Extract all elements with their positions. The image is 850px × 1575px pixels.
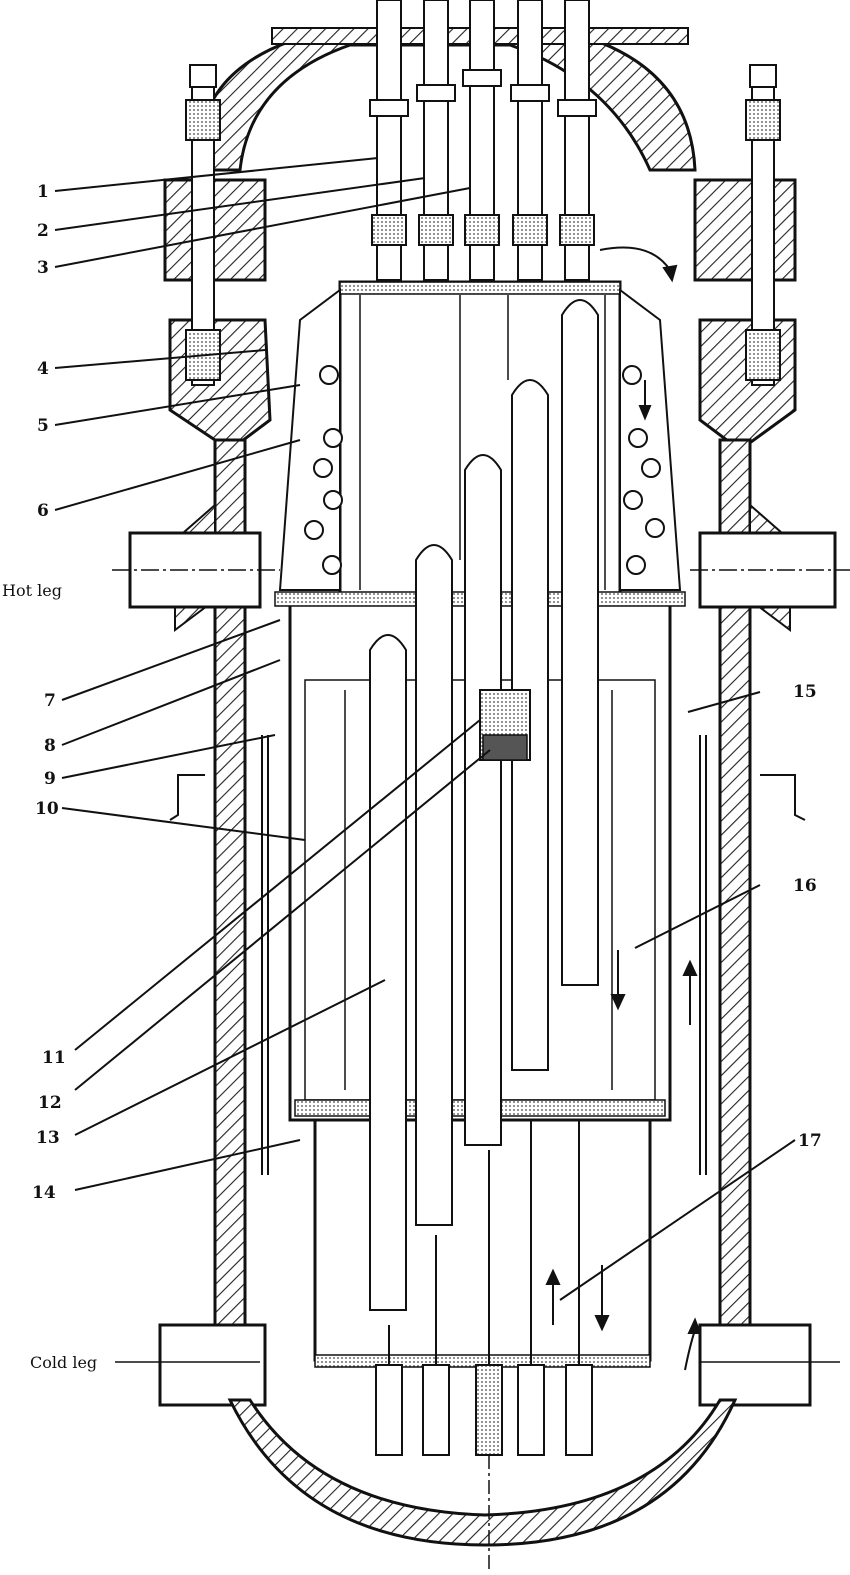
right-stud [745,64,781,386]
callout-4: 4 [37,359,49,379]
callout-5: 5 [37,416,49,436]
callout-labels: 1 2 3 4 5 6 7 8 9 10 11 12 13 14 15 16 1… [32,182,822,1203]
callout-6: 6 [37,501,49,521]
callout-8: 8 [44,736,56,756]
left-stud [185,64,221,386]
right-plenum-wall [619,288,682,591]
cold-leg-label: Cold leg [30,1353,97,1372]
callout-14: 14 [32,1183,56,1203]
fuel-assemblies [369,299,599,1311]
callout-13: 13 [36,1128,60,1148]
section-mark-left [169,774,205,821]
right-cold-leg-nozzle [698,1323,812,1407]
callout-11: 11 [42,1048,66,1068]
plenum-rods [344,295,613,1090]
callout-17: 17 [798,1131,822,1151]
callout-7: 7 [44,691,56,711]
bottom-drive-tubes [375,1120,593,1456]
left-cold-leg-nozzle [158,1323,267,1407]
callout-10: 10 [35,799,59,819]
callout-12: 12 [38,1093,62,1113]
flow-holes [304,365,665,575]
callout-1: 1 [37,182,49,202]
drive-tubes [369,0,597,281]
callout-9: 9 [44,769,56,789]
callout-2: 2 [37,221,49,241]
hot-leg-label: Hot leg [2,581,62,600]
section-mark-right [760,774,806,821]
callout-3: 3 [37,258,49,278]
right-upper-flange [693,178,797,282]
callout-16: 16 [793,876,817,896]
control-rod-absorber [482,734,528,761]
downcomer-rods [261,735,707,1175]
left-plenum-wall [278,288,341,591]
flow-arrows [545,246,702,1371]
callout-15: 15 [793,682,817,702]
bottom-head [227,1398,738,1547]
upper-support-plate [339,281,621,295]
leader-lines [54,157,796,1301]
